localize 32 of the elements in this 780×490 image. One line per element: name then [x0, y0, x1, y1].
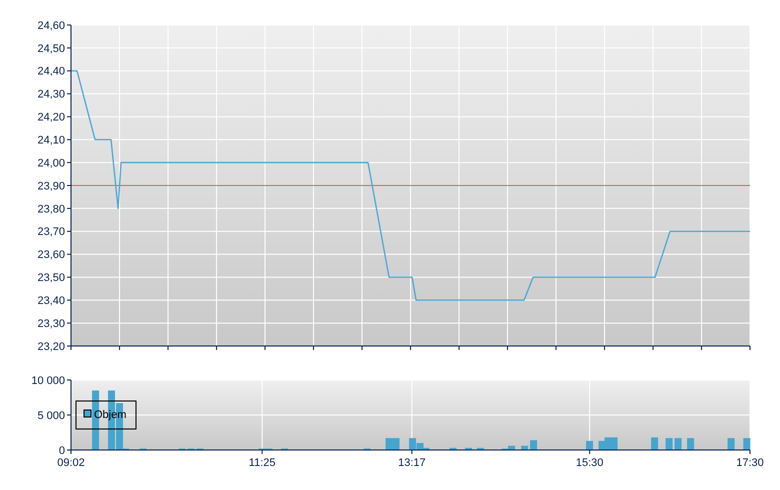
line-series [70, 70, 751, 301]
y-tick-label: 23,60 [37, 249, 65, 262]
x-tick-label: 17:30 [736, 457, 764, 469]
x-tick-label: 15:30 [576, 457, 604, 469]
x-tick-label: 13:17 [398, 457, 426, 469]
bar [743, 438, 750, 450]
bar [530, 440, 538, 450]
y-tick-label: 24,40 [37, 66, 65, 78]
bar [728, 438, 735, 450]
y-tick-label: 24,50 [37, 42, 65, 55]
bar [674, 438, 682, 450]
y-tick-label: 24,00 [37, 157, 65, 170]
y-tick-label: 10 000 [31, 374, 65, 387]
y-tick-label: 24,10 [37, 134, 65, 146]
y-tick-label: 23,40 [37, 294, 65, 307]
y-tick-label: 5 000 [37, 410, 65, 422]
y-tick-label: 23,90 [37, 180, 65, 192]
y-tick-label: 24,60 [37, 20, 65, 32]
y-tick-label: 0 [58, 444, 65, 457]
bar [586, 440, 594, 450]
x-tick-label: 11:25 [248, 457, 276, 469]
x-tick-label: 09:02 [57, 457, 85, 469]
y-tick-label: 23,80 [37, 203, 65, 216]
bar [666, 438, 673, 450]
bar [651, 437, 658, 450]
y-tick-label: 23,50 [37, 272, 65, 284]
y-tick-label: 24,20 [37, 112, 65, 124]
y-tick-label: 24,30 [37, 88, 65, 101]
y-tick-label: 23,20 [37, 340, 65, 353]
y-tick-label: 23,70 [37, 226, 65, 238]
y-tick-label: 23,30 [37, 318, 65, 330]
bar [687, 438, 694, 450]
